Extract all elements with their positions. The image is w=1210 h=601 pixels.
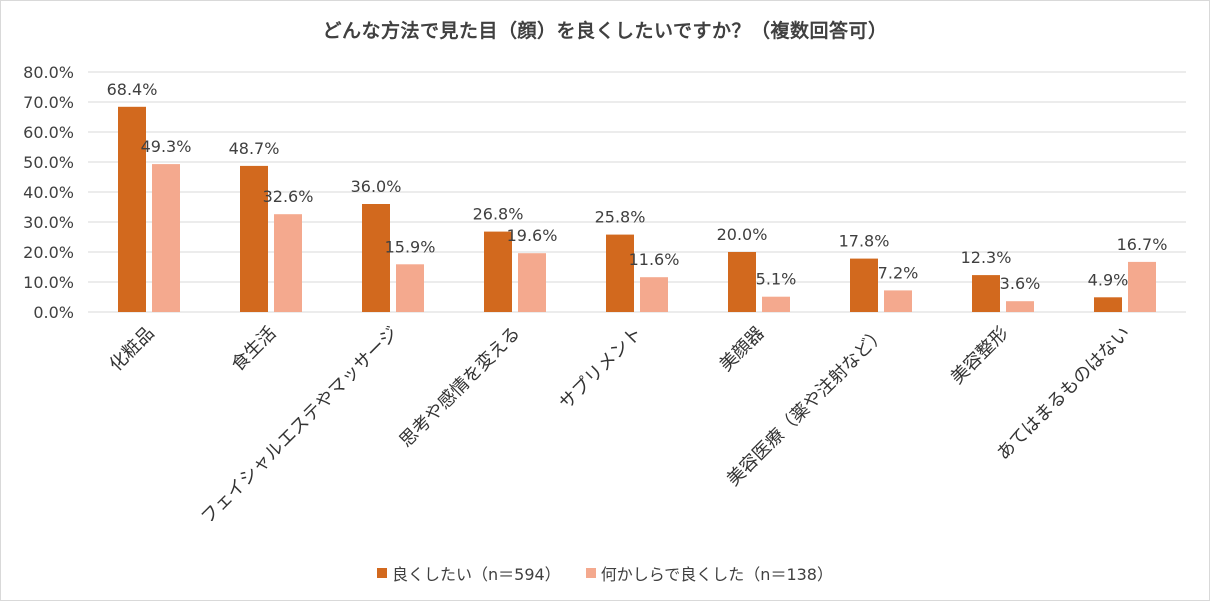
bar-series2 — [640, 277, 668, 312]
data-label-series2: 7.2% — [878, 263, 919, 282]
bar-series2 — [518, 253, 546, 312]
data-label-series2: 19.6% — [507, 226, 558, 245]
y-tick-label: 0.0% — [33, 303, 74, 322]
bar-series1 — [484, 231, 512, 312]
data-label-series2: 5.1% — [756, 270, 797, 289]
bar-series2 — [396, 264, 424, 312]
y-tick-label: 80.0% — [23, 63, 74, 82]
data-label-series2: 49.3% — [141, 137, 192, 156]
data-label-series1: 48.7% — [229, 139, 280, 158]
bar-series1 — [972, 275, 1000, 312]
bar-series2 — [274, 214, 302, 312]
category-label: 美顔器 — [716, 323, 769, 376]
category-label: サプリメント — [555, 323, 646, 414]
bar-series2 — [1128, 261, 1156, 312]
bar-series1 — [850, 258, 878, 312]
data-label-series1: 25.8% — [595, 208, 646, 227]
bar-series2 — [152, 164, 180, 312]
y-tick-label: 40.0% — [23, 183, 74, 202]
bar-series1 — [118, 106, 146, 312]
data-label-series1: 36.0% — [351, 177, 402, 196]
data-label-series2: 3.6% — [1000, 274, 1041, 293]
category-label: 思考や感情を変える — [396, 323, 525, 452]
category-label: 食生活 — [228, 323, 281, 376]
data-label-series1: 4.9% — [1088, 270, 1129, 289]
category-label: 美容整形 — [947, 323, 1013, 389]
data-label-series1: 68.4% — [107, 80, 158, 99]
y-tick-label: 20.0% — [23, 243, 74, 262]
bar-series2 — [1006, 301, 1034, 312]
legend-label-series2: 何かしらで良くした（n＝138） — [600, 565, 833, 584]
bar-series1 — [362, 204, 390, 312]
legend-swatch-series1 — [377, 568, 387, 578]
data-label-series2: 32.6% — [263, 187, 314, 206]
y-tick-label: 50.0% — [23, 153, 74, 172]
bar-series2 — [762, 296, 790, 312]
bar-series1 — [606, 234, 634, 312]
y-tick-label: 30.0% — [23, 213, 74, 232]
bar-series1 — [240, 165, 268, 312]
legend-item-series2: 何かしらで良くした（n＝138） — [585, 561, 833, 585]
data-label-series2: 15.9% — [385, 237, 436, 256]
data-label-series1: 20.0% — [717, 225, 768, 244]
data-label-series1: 17.8% — [839, 232, 890, 251]
y-tick-label: 70.0% — [23, 93, 74, 112]
bar-series1 — [728, 252, 756, 312]
data-label-series2: 16.7% — [1117, 235, 1168, 254]
bar-series1 — [1094, 297, 1122, 312]
data-label-series2: 11.6% — [629, 250, 680, 269]
y-tick-label: 10.0% — [23, 273, 74, 292]
category-label: フェイシャルエステやマッサージ — [197, 323, 403, 529]
legend-swatch-series2 — [585, 568, 596, 578]
data-label-series1: 26.8% — [473, 205, 524, 224]
category-label: 化粧品 — [106, 323, 159, 376]
legend-label-series1: 良くしたい（n＝594） — [392, 565, 561, 584]
legend-item-series1: 良くしたい（n＝594） — [377, 561, 561, 585]
y-tick-label: 60.0% — [23, 123, 74, 142]
data-label-series1: 12.3% — [961, 248, 1012, 267]
legend: 良くしたい（n＝594） 何かしらで良くした（n＝138） — [0, 561, 1210, 585]
chart-title: どんな方法で見た目（顔）を良くしたいですか？（複数回答可） — [322, 20, 888, 42]
category-label: あてはまるものはない — [993, 323, 1135, 465]
bar-series2 — [884, 290, 912, 312]
